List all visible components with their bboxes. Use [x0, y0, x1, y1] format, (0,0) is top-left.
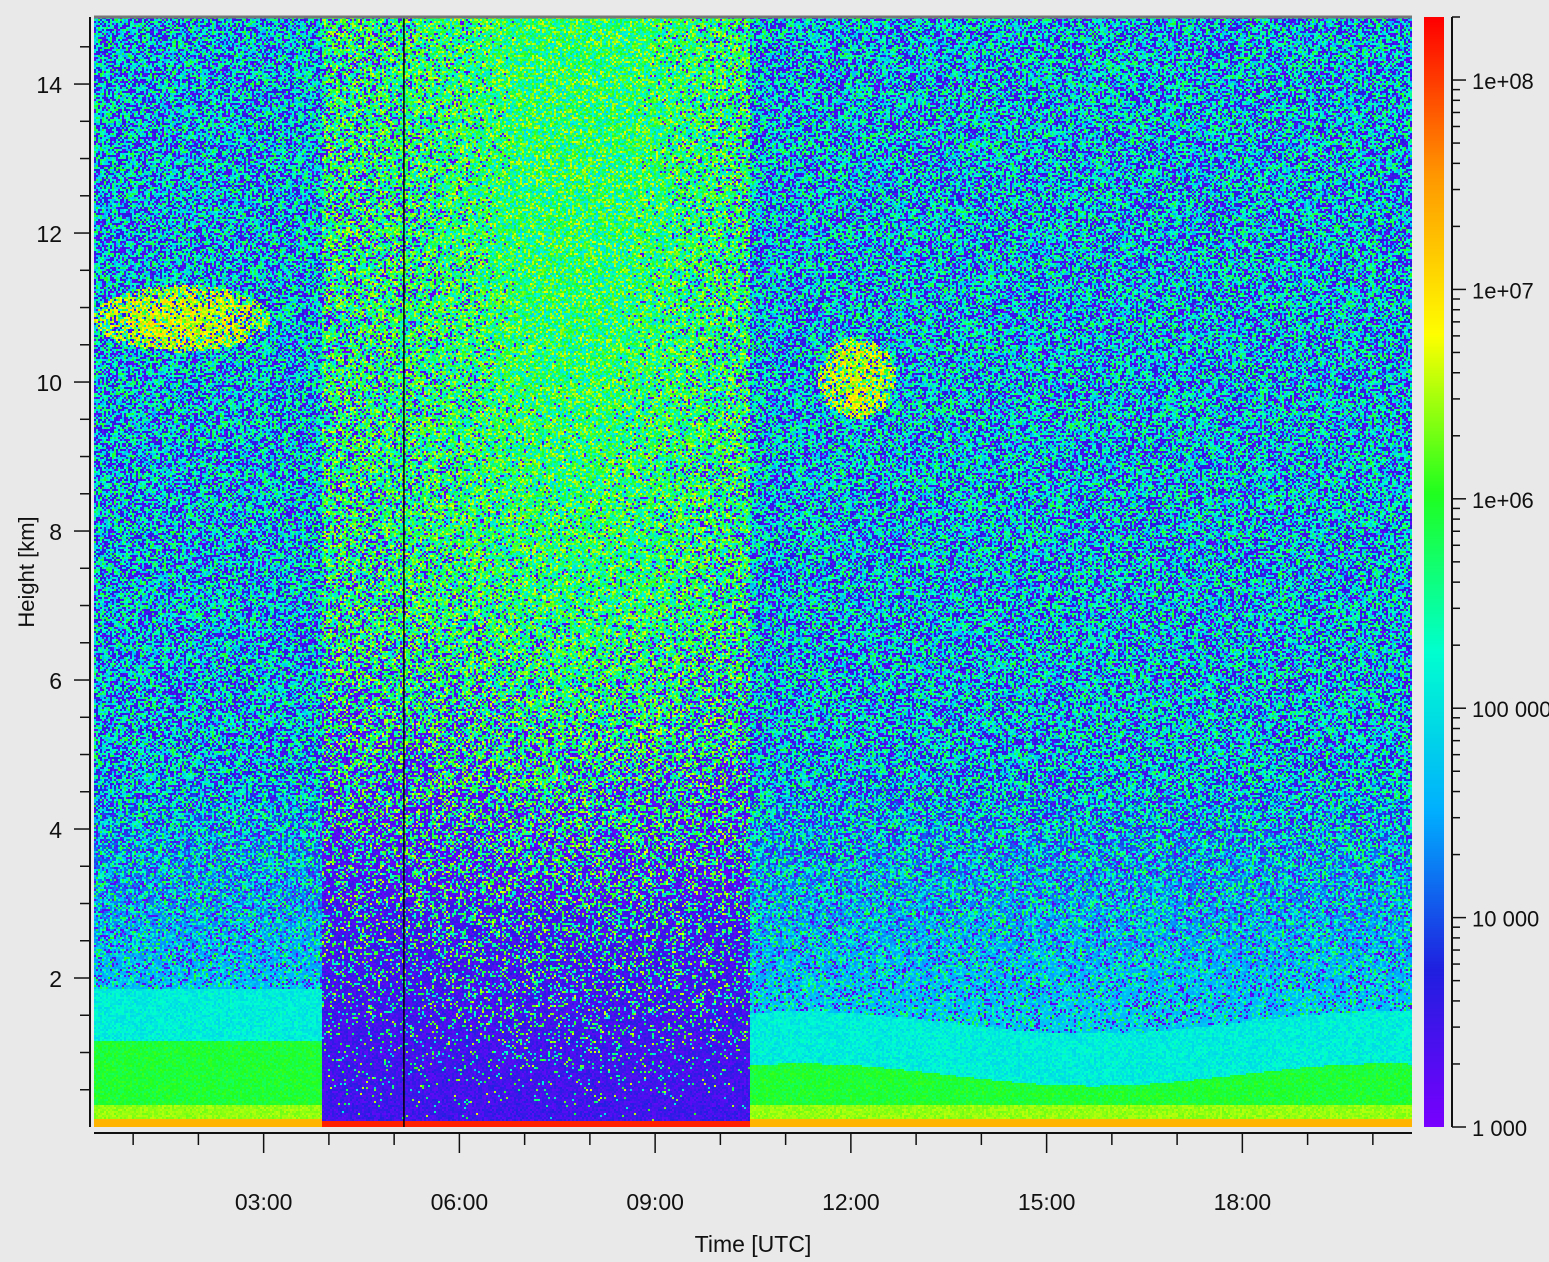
x-axis-title: Time [UTC]: [695, 1231, 812, 1257]
colorbar-tick-label: 1e+06: [1472, 488, 1534, 513]
y-axis-title: Height [km]: [14, 516, 39, 627]
y-tick-label: 4: [49, 817, 62, 843]
colorbar-tick-label: 100 000: [1472, 697, 1549, 722]
colorbar-tick-label: 10 000: [1472, 907, 1539, 932]
x-tick-label: 18:00: [1214, 1189, 1272, 1215]
colorbar: [1424, 17, 1444, 1127]
x-tick-label: 12:00: [822, 1189, 880, 1215]
colorbar-tick-label: 1e+08: [1472, 69, 1534, 94]
y-tick-label: 10: [36, 370, 62, 396]
colorbar-tick-label: 1e+07: [1472, 278, 1534, 303]
y-tick-label: 14: [36, 72, 62, 98]
x-tick-label: 09:00: [626, 1189, 684, 1215]
plot-area: [94, 17, 1412, 1127]
x-tick-label: 06:00: [431, 1189, 489, 1215]
y-tick-label: 6: [49, 668, 62, 694]
colorbar-tick-label: 1 000: [1472, 1116, 1527, 1141]
y-tick-label: 8: [49, 519, 62, 545]
x-tick-label: 03:00: [235, 1189, 293, 1215]
y-tick-label: 2: [49, 966, 62, 992]
x-tick-label: 15:00: [1018, 1189, 1076, 1215]
y-tick-label: 12: [36, 221, 62, 247]
